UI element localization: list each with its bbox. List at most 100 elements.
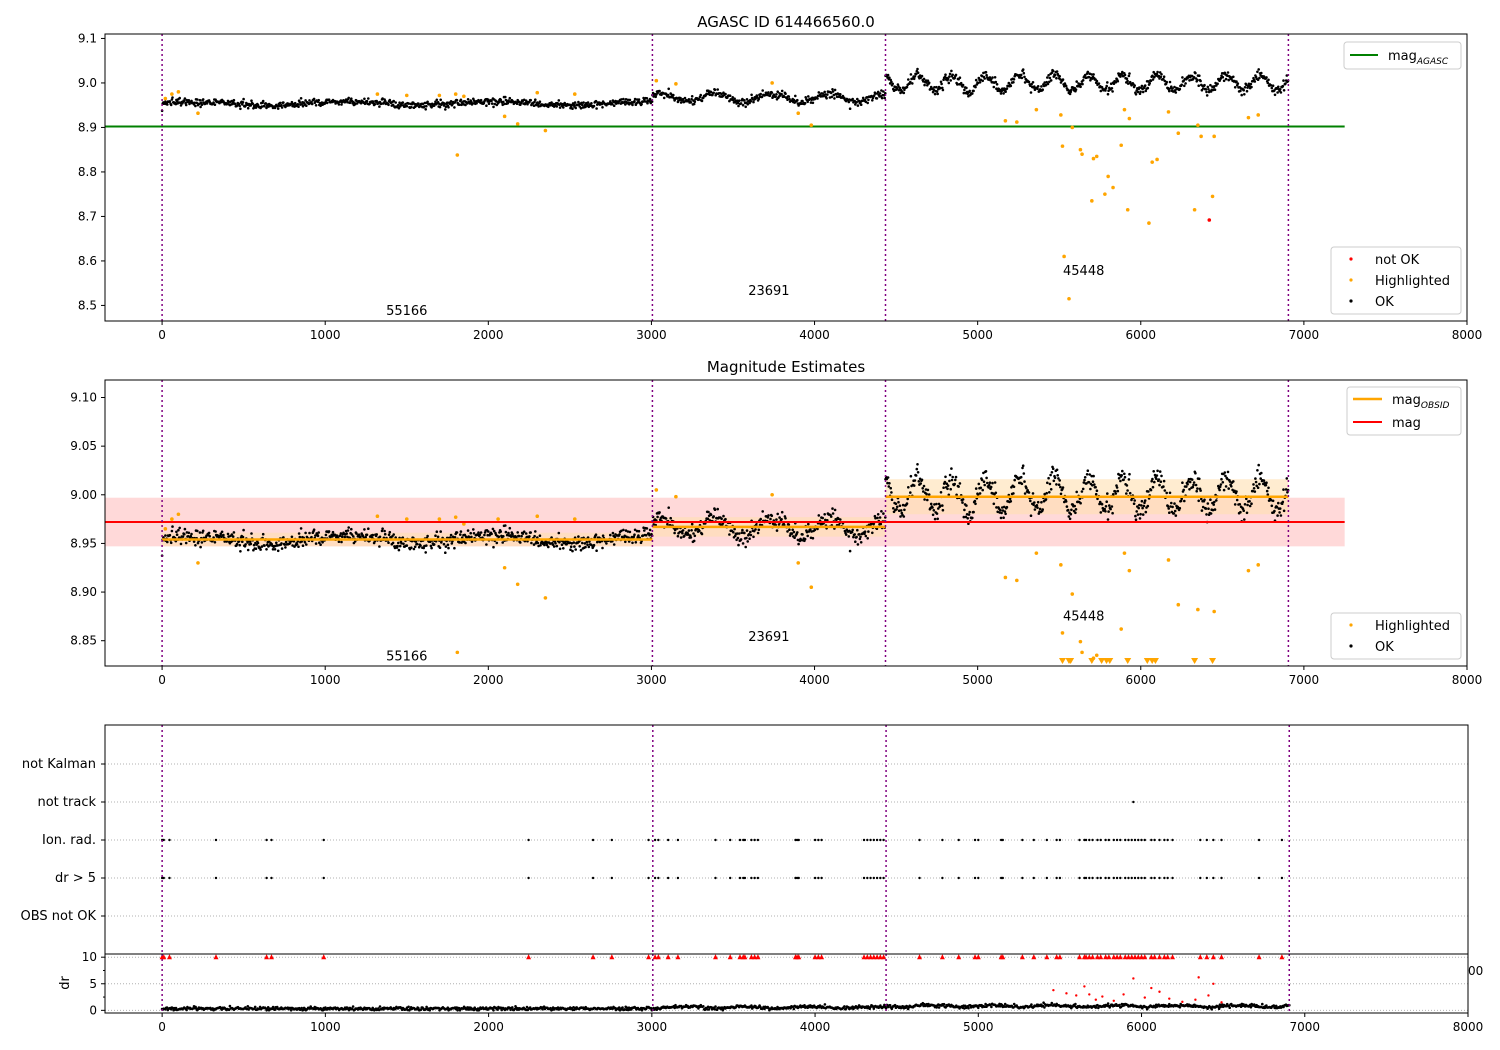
ok-point	[749, 100, 753, 103]
ok-point	[1219, 483, 1223, 486]
ok-point	[392, 533, 396, 536]
x-tick-label: 2000	[473, 328, 504, 342]
ok-point	[1125, 77, 1129, 80]
x-tick-label: 8000	[1452, 673, 1483, 687]
ok-point	[817, 91, 821, 94]
ok-point	[687, 98, 691, 101]
legend-frame	[1330, 246, 1462, 315]
ok-point	[939, 504, 942, 508]
ok-point	[1152, 470, 1155, 473]
flag-point	[1115, 838, 1119, 842]
ok-point	[811, 536, 815, 540]
ok-point	[921, 487, 924, 490]
ok-point	[1211, 508, 1215, 512]
ok-point	[1167, 507, 1170, 510]
flag-point	[743, 838, 747, 842]
ok-point	[776, 512, 779, 516]
highlighted-point	[1192, 207, 1197, 212]
ok-point	[169, 103, 173, 107]
ok-point	[1012, 492, 1015, 495]
ok-point	[1091, 480, 1095, 484]
ok-point	[1218, 488, 1221, 492]
flag-point	[875, 838, 879, 842]
legend-label-not-ok: not OK	[1375, 253, 1420, 268]
highlighted-point	[1119, 143, 1123, 148]
magnitude-legend-bottom: Highlighted OK	[1330, 612, 1462, 660]
ok-point	[1029, 514, 1033, 517]
ok-point	[1114, 492, 1118, 495]
flag-point	[817, 876, 820, 880]
flag-point	[1205, 838, 1209, 842]
flag-point	[820, 876, 823, 880]
flag-point	[957, 876, 960, 880]
legend-label-mag-agasc: magAGASC	[1388, 49, 1449, 67]
flag-point	[1021, 838, 1024, 842]
ok-point	[170, 529, 174, 533]
ok-point	[1273, 509, 1276, 513]
ok-point	[1174, 91, 1178, 94]
ok-point	[483, 533, 486, 537]
flag-point	[265, 876, 268, 880]
ok-point	[453, 536, 457, 539]
ok-point	[1134, 93, 1138, 96]
ok-point	[1201, 87, 1205, 90]
dr-ok-point	[492, 1009, 495, 1012]
ok-point	[1044, 83, 1048, 87]
ok-point	[282, 536, 285, 539]
highlighted-point	[1094, 154, 1099, 159]
ok-point	[168, 533, 172, 537]
ok-point	[1194, 471, 1197, 475]
ok-point	[479, 531, 483, 534]
ok-point	[1205, 513, 1208, 516]
highlighted-point	[1078, 147, 1083, 152]
ok-point	[1230, 485, 1233, 488]
highlighted-point	[535, 90, 540, 95]
ok-point	[601, 106, 604, 109]
ok-point	[1073, 504, 1076, 508]
flag-point	[527, 876, 530, 880]
ok-point	[1262, 479, 1266, 482]
ok-point	[586, 536, 590, 539]
ok-point	[611, 531, 615, 535]
ok-point	[947, 493, 951, 497]
ok-point	[713, 88, 717, 92]
x-tick-label: 4000	[799, 673, 830, 687]
ok-point	[222, 533, 225, 537]
ok-point	[790, 532, 794, 535]
ok-point	[801, 533, 804, 536]
ok-point	[913, 75, 917, 78]
ok-point	[1046, 481, 1049, 485]
ok-point	[878, 92, 882, 95]
ok-point	[367, 97, 370, 100]
agasc-legend-bottom: not OK Highlighted OK	[1330, 246, 1462, 315]
ok-point	[859, 535, 862, 539]
flag-point	[1032, 838, 1035, 842]
ok-point	[340, 540, 343, 544]
ok-point	[407, 102, 411, 105]
ok-point	[958, 76, 962, 79]
flag-point	[882, 838, 885, 842]
ok-point	[833, 508, 837, 512]
ok-point	[1194, 483, 1198, 487]
ok-point	[736, 536, 740, 540]
ok-point	[181, 535, 185, 538]
ok-point	[436, 535, 440, 539]
ok-point	[880, 96, 884, 100]
ok-point	[821, 516, 824, 520]
ok-point	[632, 535, 636, 539]
ok-point	[1252, 483, 1255, 486]
dr-ok-point	[351, 1005, 355, 1008]
flag-point	[872, 838, 876, 842]
ok-point	[1254, 477, 1257, 480]
ok-point	[891, 82, 894, 86]
highlighted-point	[196, 111, 200, 116]
ok-point	[792, 98, 796, 102]
ok-point	[511, 532, 514, 536]
flag-point	[977, 876, 980, 880]
flag-point	[1055, 838, 1058, 842]
ok-point	[495, 541, 499, 545]
ok-point	[944, 475, 947, 479]
ok-point	[1168, 491, 1172, 495]
ok-point	[449, 533, 453, 537]
highlighted-point	[496, 517, 500, 521]
